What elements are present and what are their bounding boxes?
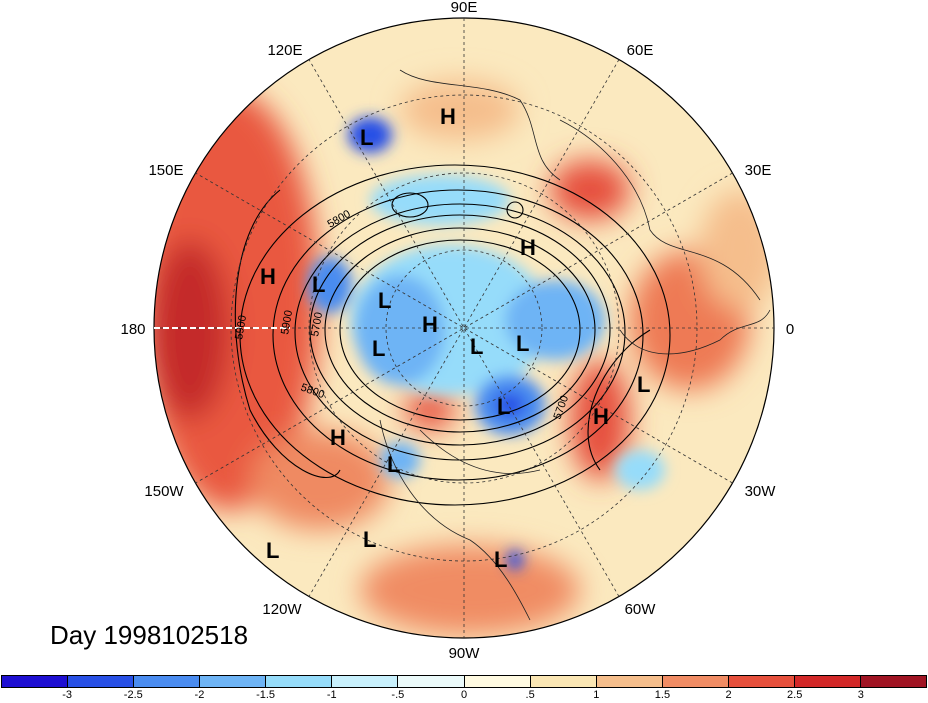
colorbar-tick-label: -3 [62, 689, 73, 701]
colorbar-tick-label: 1.5 [654, 689, 671, 701]
pressure-center: L [516, 331, 529, 356]
longitude-label-group: 90E 60E 30E 0 30W 60W 90W 120W 150W 180 … [120, 0, 794, 662]
longitude-label: 120E [267, 42, 302, 59]
pressure-center: L [378, 288, 391, 313]
colorbar-segment [794, 676, 862, 687]
colorbar-segment [200, 676, 267, 687]
pressure-center: H [260, 264, 276, 289]
pressure-center-group: L H L H H L L H L L L L H L H L L L L L [260, 104, 650, 572]
pressure-center: H [422, 312, 438, 337]
longitude-label: 180 [120, 321, 145, 338]
colorbar-segment [266, 676, 333, 687]
coastlines [379, 69, 771, 621]
longitude-label: 90E [451, 0, 478, 16]
pressure-center: H [330, 425, 346, 450]
colorbar-tick-label: 2 [725, 689, 732, 701]
pressure-center: L [637, 372, 650, 397]
pressure-center: L [360, 125, 373, 150]
longitude-label: 120W [262, 601, 302, 618]
colorbar-segment [530, 676, 597, 687]
colorbar-tick-label: -1 [326, 689, 337, 701]
colorbar [1, 675, 927, 688]
pressure-center: H [593, 404, 609, 429]
longitude-label: 60W [625, 601, 657, 618]
longitude-label: 150E [148, 162, 183, 179]
longitude-label: 0 [786, 321, 794, 338]
colorbar-segment [134, 676, 201, 687]
colorbar-tick-label: 1 [593, 689, 600, 701]
pressure-center: L [497, 394, 510, 419]
longitude-label: 150W [144, 483, 184, 500]
colorbar-segment [861, 676, 927, 687]
colorbar-segment [68, 676, 135, 687]
pressure-center: L [387, 452, 400, 477]
colorbar-segment [398, 676, 465, 687]
colorbar-segment [332, 676, 399, 687]
pressure-center: L [363, 527, 376, 552]
date-title: Day 1998102518 [50, 620, 249, 650]
longitude-label: 30E [745, 162, 772, 179]
pressure-center: H [440, 104, 456, 129]
pressure-center: L [470, 334, 483, 359]
graticule [153, 17, 775, 639]
pressure-center: H [520, 235, 536, 260]
longitude-label: 30W [745, 483, 777, 500]
colorbar-tick-label: -1.5 [256, 689, 276, 701]
colorbar-tick-label: 0 [460, 689, 468, 701]
colorbar-tick-label: 2.5 [787, 689, 803, 701]
colorbar-tick-label: 3 [857, 689, 864, 701]
pressure-center: L [494, 547, 507, 572]
pressure-center: L [266, 538, 279, 563]
contour-label: 5700 [309, 311, 325, 337]
pressure-center: L [312, 272, 325, 297]
colorbar-segment [2, 676, 69, 687]
colorbar-segment [464, 676, 531, 687]
colorbar-tick-label: .5 [525, 689, 535, 701]
longitude-label: 90W [449, 645, 481, 662]
colorbar-segment [728, 676, 795, 687]
colorbar-tick-label: -.5 [391, 689, 405, 701]
pressure-center: L [372, 336, 385, 361]
anomaly-field [154, 18, 774, 638]
colorbar-segment [662, 676, 729, 687]
longitude-label: 60E [627, 42, 654, 59]
colorbar-tick-label: -2 [194, 689, 205, 701]
colorbar-segment [596, 676, 663, 687]
colorbar-tick-label: -2.5 [123, 689, 143, 701]
contour-label: 5900 [233, 314, 249, 340]
height-contours [234, 164, 671, 506]
colorbar-tick-group: -3 -2.5 -2 -1.5 -1 -.5 0 .5 1 1.5 2 2.5 3 [0, 689, 928, 703]
contour-label: 5900 [279, 309, 295, 335]
